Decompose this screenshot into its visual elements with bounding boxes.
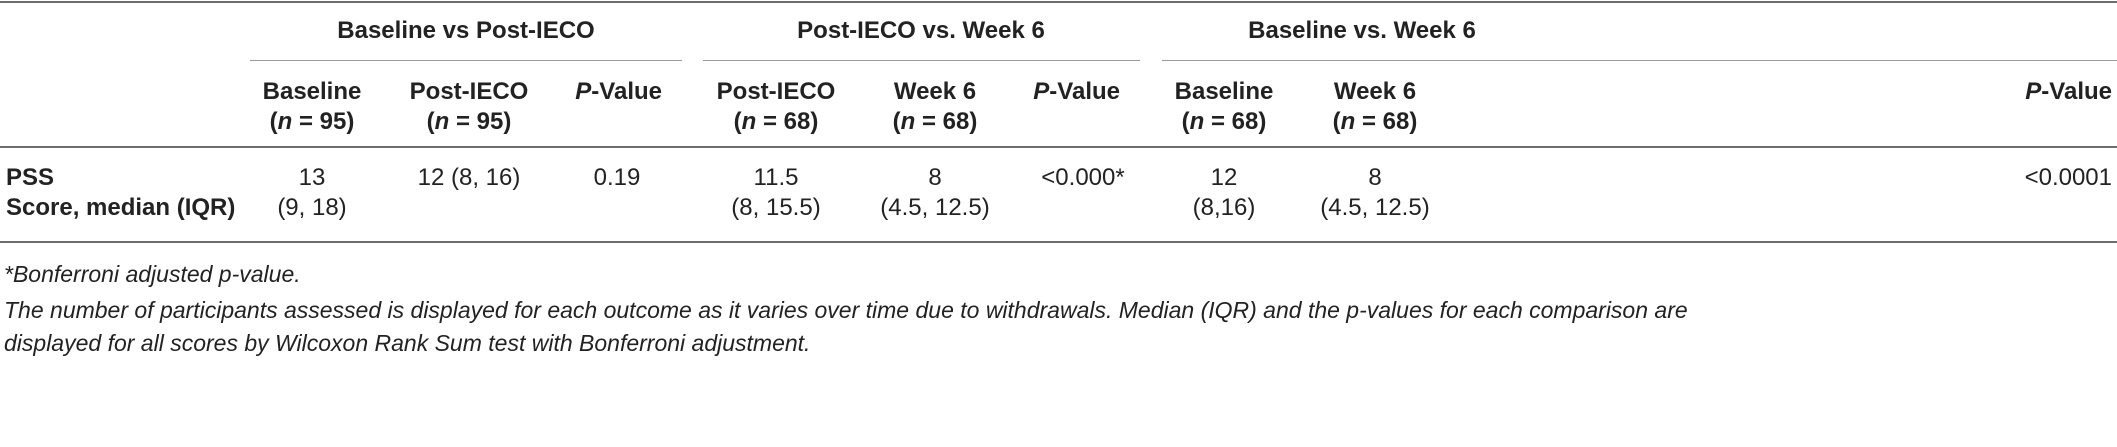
- col-header-baseline-2: Baseline (n = 68): [1175, 77, 1274, 137]
- table-bottom-rule: [0, 241, 2117, 243]
- cell-baseline-2: 12 (8,16): [1193, 163, 1256, 223]
- p-suffix: -Value: [2041, 78, 2112, 105]
- row-label-line2: Score, median (IQR): [6, 194, 236, 221]
- cell-post-ieco-2: 11.5 (8, 15.5): [731, 163, 820, 223]
- group-header-baseline-vs-week6: Baseline vs. Week 6: [1248, 17, 1476, 44]
- footnote-bonferroni: *Bonferroni adjusted p-value.: [4, 261, 301, 287]
- p-suffix: -Value: [591, 78, 662, 105]
- cell-baseline-1: 13 (9, 18): [277, 163, 346, 223]
- col-header-week6-2: Week 6 (n = 68): [1333, 77, 1418, 137]
- cell-p-value-3: <0.0001: [2025, 163, 2112, 193]
- p-letter: P: [575, 78, 592, 105]
- col-n: (n = 68): [892, 108, 978, 135]
- col-n: (n = 68): [1332, 108, 1418, 135]
- col-title: Week 6: [1333, 78, 1417, 105]
- cell-line2: (9, 18): [277, 194, 347, 221]
- col-n: (n = 68): [1181, 108, 1267, 135]
- table-top-rule: [0, 1, 2117, 3]
- cell-line2: (4.5, 12.5): [880, 194, 990, 221]
- header-bottom-rule: [0, 146, 2117, 148]
- cell-week6-2: 8 (4.5, 12.5): [1320, 163, 1429, 223]
- group-header-baseline-vs-post-ieco: Baseline vs Post-IECO: [337, 17, 595, 44]
- col-header-post-ieco-1: Post-IECO (n = 95): [410, 77, 529, 137]
- group-rule-2: [703, 60, 1140, 61]
- col-title: Week 6: [893, 78, 977, 105]
- col-title: Post-IECO: [409, 78, 529, 105]
- col-header-post-ieco-2: Post-IECO (n = 68): [717, 77, 836, 137]
- col-title: Baseline: [262, 78, 362, 105]
- cell-line1: 12 (8, 16): [417, 164, 521, 191]
- col-title: Baseline: [1174, 78, 1274, 105]
- cell-line1: 12: [1210, 164, 1238, 191]
- cell-line2: (8,16): [1192, 194, 1256, 221]
- col-n: (n = 68): [733, 108, 819, 135]
- col-header-p-value-1: P-Value: [575, 77, 662, 107]
- cell-p-value-2: <0.000*: [1041, 163, 1124, 193]
- cell-week6-1: 8 (4.5, 12.5): [880, 163, 989, 223]
- group-header-post-ieco-vs-week6: Post-IECO vs. Week 6: [797, 17, 1045, 44]
- cell-line1: 8: [928, 164, 942, 191]
- p-letter: P: [2025, 78, 2042, 105]
- row-label-line1: PSS: [6, 164, 55, 191]
- col-n: (n = 95): [269, 108, 355, 135]
- cell-line1: 8: [1368, 164, 1382, 191]
- cell-p-value-1: 0.19: [594, 163, 641, 193]
- group-rule-3: [1162, 60, 2117, 61]
- cell-line1: 13: [298, 164, 326, 191]
- cell-line2: (4.5, 12.5): [1320, 194, 1430, 221]
- col-title: Post-IECO: [716, 78, 836, 105]
- cell-line1: <0.000*: [1041, 164, 1125, 191]
- footnote-wilcoxon: displayed for all scores by Wilcoxon Ran…: [4, 330, 811, 356]
- cell-line2: (8, 15.5): [731, 194, 821, 221]
- col-header-p-value-3: P-Value: [2025, 77, 2112, 107]
- footnote-participants: The number of participants assessed is d…: [4, 297, 1688, 323]
- col-header-week6-1: Week 6 (n = 68): [893, 77, 978, 137]
- p-suffix: -Value: [1049, 78, 1120, 105]
- cell-line1: <0.0001: [2024, 164, 2112, 191]
- cell-line1: 11.5: [753, 164, 799, 191]
- col-header-baseline-1: Baseline (n = 95): [263, 77, 362, 137]
- cell-line1: 0.19: [593, 164, 641, 191]
- col-n: (n = 95): [426, 108, 512, 135]
- cell-post-ieco-1: 12 (8, 16): [418, 163, 521, 193]
- col-header-p-value-2: P-Value: [1033, 77, 1120, 107]
- group-rule-1: [250, 60, 682, 61]
- row-label-pss: PSS Score, median (IQR): [6, 163, 235, 223]
- p-letter: P: [1033, 78, 1050, 105]
